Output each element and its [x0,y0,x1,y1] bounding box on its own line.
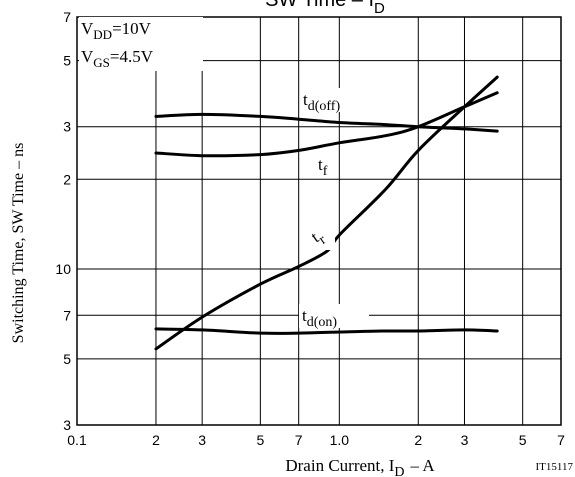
x-tick-label: 7 [295,432,303,448]
conditions-background [79,17,203,71]
part-number: IT15117 [536,461,574,473]
label-bg-td-off [300,88,360,112]
x-tick-label: 3 [198,432,206,448]
x-tick-label: 3 [461,432,469,448]
y-tick-label: 7 [63,307,71,323]
y-tick-labels: 3 5 7 10 2 3 5 7 [55,9,71,433]
label-bg-tr [313,226,335,250]
series-labels: td(off) tf tr td(on) [299,88,369,330]
y-axis-label: Switching Time, SW Time – ns [10,143,27,344]
y-tick-label: 7 [63,9,71,25]
x-tick-label: 1.0 [330,432,350,448]
condition-vdd: VDD=10V [81,19,152,42]
y-tick-label: 3 [63,417,71,433]
y-tick-label: 5 [63,53,71,69]
x-tick-label: 7 [557,432,565,448]
plot-frame [76,16,562,426]
series-lines [154,75,499,351]
label-bg-tf [316,154,336,176]
x-tick-label: 2 [414,432,422,448]
series-line-td-off [154,112,499,133]
chart-title: SW Time – ID [265,0,385,17]
label-bg-td-on [299,304,369,328]
y-tick-label: 3 [63,119,71,135]
series-line-td-on [154,327,499,335]
condition-vgs: VGS=4.5V [81,47,154,70]
series-label-td-on: td(on) [302,306,337,330]
series-label-td-off: td(off) [303,90,340,114]
y-tick-label: 2 [63,171,71,187]
x-tick-label: 5 [519,432,527,448]
x-tick-label: 2 [152,432,160,448]
x-tick-label: 0.1 [67,432,87,448]
x-tick-label: 5 [256,432,264,448]
conditions-box: VDD=10V VGS=4.5V [79,17,203,71]
x-tick-labels: 0.1 2 3 5 7 1.0 2 3 5 7 [67,432,565,448]
series-label-tf: tf [318,155,328,179]
y-tick-label: 10 [55,261,71,277]
y-tick-label: 5 [63,351,71,367]
series-line-tf [154,91,499,158]
x-axis-label: Drain Current, ID – A [285,456,435,477]
